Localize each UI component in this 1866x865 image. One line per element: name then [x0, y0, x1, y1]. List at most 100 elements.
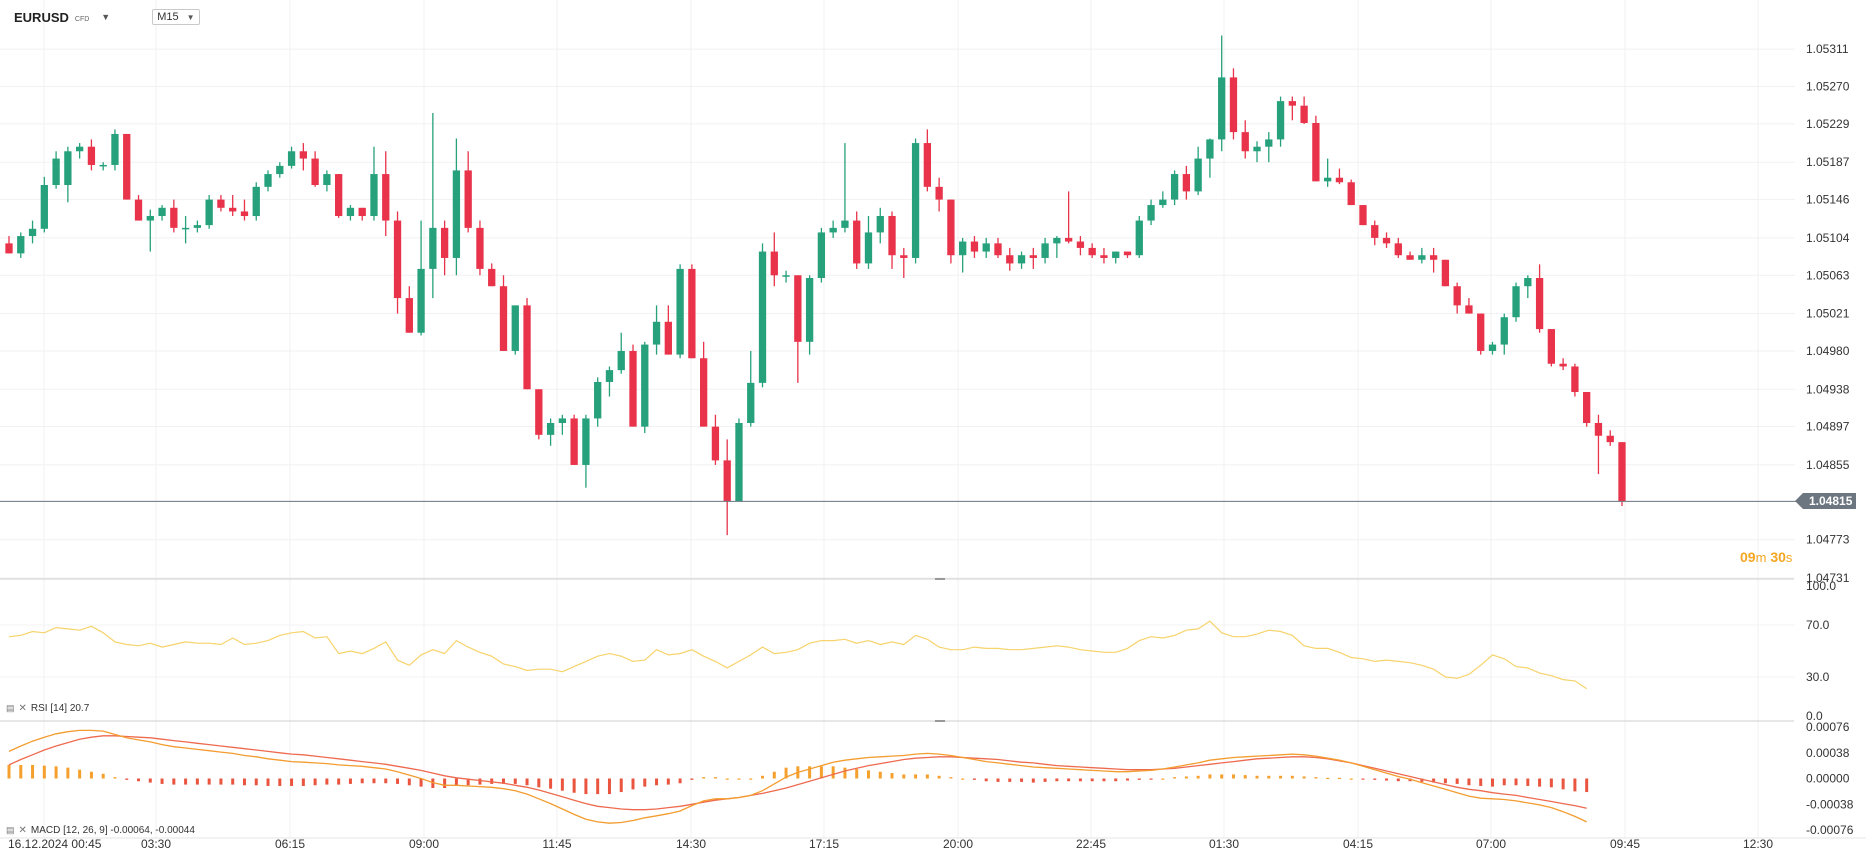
bullish-candle: [276, 165, 284, 175]
indicator-settings-icon[interactable]: ▤: [6, 703, 15, 713]
macd-histogram-bar: [1502, 778, 1506, 786]
bearish-candle: [1371, 225, 1379, 238]
macd-histogram-bar: [1561, 778, 1565, 790]
bullish-candle: [758, 251, 767, 383]
bearish-candle: [488, 268, 496, 287]
macd-histogram-bar: [713, 777, 717, 779]
macd-histogram-bar: [1137, 778, 1141, 780]
macd-histogram-bar: [42, 765, 46, 779]
pane-resize-handle: [935, 720, 945, 722]
bullish-candle: [205, 199, 213, 226]
macd-tick-label: 0.00038: [1806, 746, 1850, 760]
bullish-candle: [1206, 139, 1214, 159]
bullish-candle: [911, 143, 920, 258]
macd-histogram-bar: [231, 778, 235, 785]
indicator-settings-icon[interactable]: ▤: [6, 825, 15, 835]
bullish-candle: [181, 227, 190, 230]
bullish-candle: [1159, 199, 1167, 206]
price-tick-label: 1.05229: [1806, 117, 1850, 131]
bearish-candle: [523, 305, 531, 390]
bearish-candle: [217, 199, 225, 208]
symbol-name[interactable]: EURUSD: [14, 9, 69, 25]
macd-histogram-bar: [1043, 778, 1047, 782]
rsi-tick-label: 100.0: [1806, 579, 1836, 593]
macd-histogram-bar: [902, 774, 906, 779]
macd-histogram-bar: [372, 778, 376, 784]
macd-histogram-bar: [7, 764, 11, 779]
bullish-candle: [99, 164, 107, 167]
bearish-candle: [1394, 243, 1402, 256]
close-icon[interactable]: ✕: [18, 703, 27, 714]
rsi-tick-label: 30.0: [1806, 670, 1830, 684]
macd-histogram-bar: [1102, 778, 1106, 782]
macd-histogram-bar: [1420, 778, 1424, 782]
rsi-label-text: RSI [14] 20.7: [30, 703, 90, 714]
macd-histogram-bar: [1126, 778, 1130, 781]
bearish-candle: [1006, 255, 1014, 264]
bullish-candle: [64, 151, 72, 186]
macd-histogram-bar: [737, 778, 741, 780]
bearish-candle: [1583, 391, 1591, 423]
bearish-candle: [699, 358, 708, 427]
bearish-candle: [1123, 251, 1132, 256]
close-icon[interactable]: ✕: [18, 825, 27, 836]
bullish-candle: [817, 232, 826, 279]
macd-histogram-bar: [996, 778, 1000, 782]
price-tick-label: 1.05021: [1806, 307, 1850, 321]
pane-resize-handle: [935, 578, 945, 580]
bearish-candle: [570, 418, 578, 465]
bearish-candle: [134, 199, 143, 221]
macd-histogram-bar: [761, 775, 765, 779]
bullish-candle: [1324, 177, 1332, 182]
price-tick-label: 1.05104: [1806, 231, 1850, 245]
macd-histogram-bar: [1337, 777, 1341, 780]
bullish-candle: [146, 216, 154, 221]
chevron-down-icon[interactable]: ▼: [101, 12, 111, 22]
bearish-candle: [1229, 77, 1238, 133]
bullish-candle: [782, 275, 790, 277]
macd-histogram-bar: [1385, 778, 1389, 781]
current-price-badge: 1.04815: [1794, 493, 1857, 510]
macd-line: [8, 729, 1587, 824]
time-tick-label: 14:30: [676, 837, 706, 851]
macd-histogram-bar: [1243, 775, 1247, 779]
macd-histogram-bar: [1326, 777, 1330, 780]
macd-histogram-bar: [1302, 776, 1306, 779]
bullish-candle: [1488, 344, 1497, 351]
macd-histogram-bar: [419, 778, 423, 787]
macd-histogram-bar: [1549, 778, 1553, 788]
bullish-candle: [841, 220, 849, 228]
macd-histogram-bar: [1373, 778, 1377, 780]
bullish-candle: [1500, 317, 1508, 345]
bullish-candle: [605, 370, 614, 382]
macd-histogram-bar: [1349, 778, 1353, 780]
bearish-candle: [1535, 278, 1544, 330]
bearish-candle: [358, 207, 366, 217]
bearish-candle: [1606, 435, 1614, 443]
bullish-candle: [1017, 255, 1026, 264]
bearish-candle: [853, 220, 861, 264]
timeframe-select[interactable]: M15 ▼: [152, 9, 200, 25]
macd-histogram-bar: [1443, 778, 1447, 784]
bullish-candle: [1276, 101, 1285, 140]
macd-histogram-bar: [513, 778, 517, 784]
macd-histogram-bar: [254, 778, 258, 786]
macd-histogram-bar: [1173, 777, 1177, 779]
bearish-candle: [1064, 237, 1073, 242]
bullish-candle: [264, 174, 272, 187]
bullish-candle: [1170, 174, 1179, 200]
macd-histogram-bar: [1279, 775, 1283, 779]
macd-histogram-bar: [478, 778, 482, 785]
macd-histogram-bar: [501, 778, 505, 784]
macd-histogram-bar: [148, 778, 152, 783]
bullish-candle: [40, 185, 48, 229]
macd-histogram-bar: [1538, 778, 1542, 787]
bearish-candle: [994, 243, 1002, 256]
macd-histogram-bar: [560, 778, 564, 791]
macd-histogram-bar: [337, 778, 341, 785]
bearish-candle: [1453, 286, 1461, 306]
macd-histogram-bar: [137, 778, 141, 782]
bearish-candle: [405, 298, 413, 333]
bullish-candle: [1253, 146, 1261, 152]
